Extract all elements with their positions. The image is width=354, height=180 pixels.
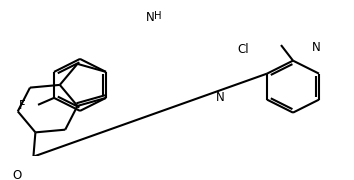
Text: F: F <box>19 99 25 112</box>
Text: O: O <box>13 169 22 180</box>
Text: N: N <box>145 11 154 24</box>
Text: H: H <box>154 11 162 21</box>
Text: Cl: Cl <box>237 43 249 56</box>
Text: N: N <box>216 91 224 104</box>
Text: N: N <box>312 41 320 54</box>
